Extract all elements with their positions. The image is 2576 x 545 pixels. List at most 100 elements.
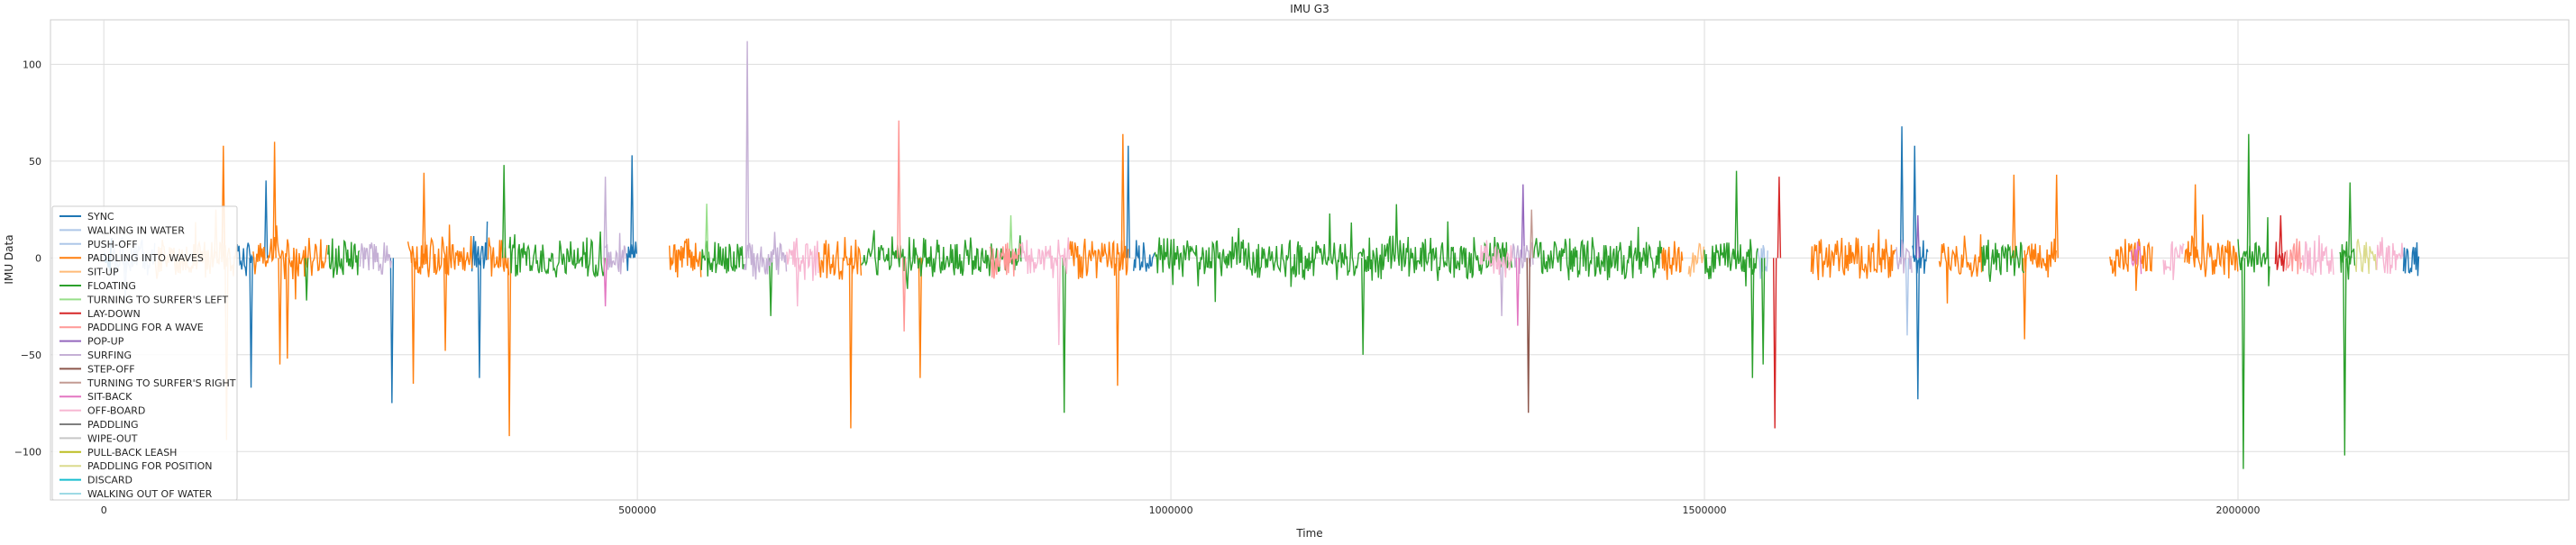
series-spike (901, 258, 907, 332)
y-tick-label: 50 (29, 156, 41, 168)
series-surfing (359, 41, 1913, 316)
legend-entry-label: STEP-OFF (87, 363, 135, 375)
series-line (1154, 204, 1512, 303)
series-paddling-for-position (2354, 239, 2377, 275)
x-tick-label: 2000000 (2215, 504, 2260, 516)
series-line (2376, 237, 2404, 275)
legend-entry-label: POP-UP (87, 336, 124, 348)
series-spike (1760, 258, 1766, 365)
series-line (1479, 240, 1513, 278)
series-spike (603, 177, 607, 259)
series-line (470, 221, 489, 272)
legend-entry-label: PADDLING INTO WAVES (87, 252, 204, 264)
series-line (2285, 238, 2302, 275)
series-spike (1915, 215, 1921, 259)
legend-entry-label: WALKING IN WATER (87, 224, 185, 236)
series-line (1133, 240, 1156, 272)
series-line (359, 242, 392, 275)
series-line (626, 241, 637, 271)
series-line (1981, 240, 2025, 282)
series-spike (1521, 184, 1525, 259)
x-tick-label: 500000 (618, 504, 656, 516)
legend-entry-label: TURNING TO SURFER'S LEFT (87, 294, 228, 305)
series-line (1912, 240, 1929, 274)
series-line (2237, 217, 2270, 286)
series-spike (603, 258, 607, 307)
series-line (2339, 241, 2356, 280)
series-line (327, 238, 361, 278)
legend-entry-label: SURFING (87, 350, 132, 361)
series-spike (768, 258, 773, 316)
series-spike (272, 141, 277, 259)
y-tick-label: −100 (14, 446, 41, 458)
legend-entry-label: SYNC (87, 211, 114, 223)
legend-entry-label: PADDLING (87, 419, 139, 431)
series-spike (477, 258, 482, 378)
series-spike (1905, 258, 1910, 336)
y-tick-label: 100 (23, 59, 41, 70)
legend-entry-label: WIPE-OUT (87, 432, 138, 444)
series-line (2354, 239, 2377, 275)
series-line (1704, 239, 1758, 286)
series-spike (795, 258, 799, 307)
series-spike (1126, 145, 1130, 259)
series-off-board (786, 235, 2404, 346)
series-spike (1515, 258, 1521, 326)
series-line (406, 224, 473, 277)
legend-entry-label: FLOATING (87, 280, 136, 292)
legend-entry-label: PADDLING FOR A WAVE (87, 322, 204, 333)
series-line (743, 232, 788, 280)
series-line (1068, 238, 1129, 279)
series-spike (744, 41, 750, 259)
series-pop-up (1521, 184, 1921, 259)
series-spike (1360, 258, 1366, 355)
chart-title: IMU G3 (1290, 3, 1329, 15)
x-tick-label: 1500000 (1683, 504, 1727, 516)
x-axis-title: Time (1295, 527, 1322, 540)
series-line (2301, 235, 2334, 277)
series-line (2274, 241, 2287, 272)
series-spike (304, 258, 309, 301)
series-spike (918, 258, 923, 378)
series-line (786, 238, 819, 281)
series-spike (2279, 215, 2283, 259)
legend-entry-label: PULL-BACK LEASH (87, 447, 177, 459)
series-paddling-for-a-wave (896, 120, 2302, 332)
series-spike (263, 180, 269, 259)
legend-frame (51, 205, 238, 501)
legend-entry-label: TURNING TO SURFER'S RIGHT (87, 377, 236, 389)
series-line (604, 232, 627, 275)
series-line (252, 225, 328, 300)
y-tick-label: −50 (21, 350, 41, 361)
series-line (2402, 241, 2420, 277)
series-paddling-into-waves (221, 133, 2239, 437)
series-spike (1056, 258, 1061, 346)
series-line (1020, 237, 1070, 278)
series-line (508, 231, 606, 278)
legend-entry-label: DISCARD (87, 475, 132, 486)
series-spike (1777, 177, 1782, 259)
series-spike (501, 165, 507, 259)
series-spike (630, 155, 635, 259)
series-spike (896, 120, 901, 259)
legend-entry-label: SIT-BACK (87, 391, 132, 403)
series-line (1895, 240, 1913, 274)
tick-labels: 0 500000 1000000 1500000 2000000 −100 −50 0 50 10… (14, 59, 2261, 516)
series-spike (1750, 258, 1755, 378)
series-spike (411, 258, 416, 385)
series-spike (2054, 174, 2059, 259)
series-spike (2193, 184, 2197, 259)
series-spike (704, 204, 709, 259)
series-turning-to-surfer-s-right (1530, 209, 1534, 259)
series-spike (1120, 133, 1126, 259)
legend-entry-label: WALKING OUT OF WATER (87, 488, 213, 500)
series-spike (1062, 258, 1066, 413)
series-spike (2012, 174, 2016, 259)
series-spike (1899, 126, 1905, 259)
series-line (861, 230, 1022, 289)
series-spike (389, 258, 395, 404)
series-line (818, 237, 863, 280)
series-spike (1913, 145, 1917, 259)
